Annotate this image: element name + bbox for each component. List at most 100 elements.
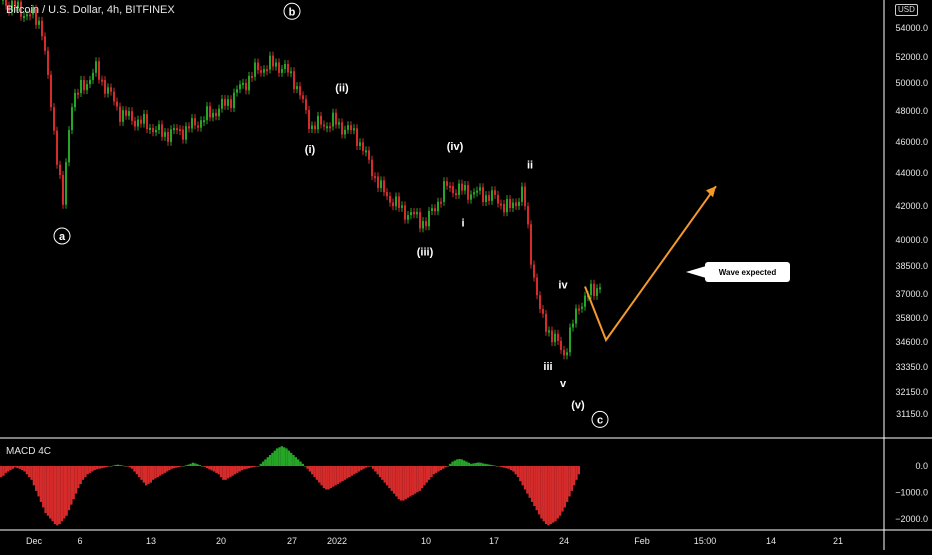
macd-bar bbox=[287, 450, 290, 466]
wave-label: (i) bbox=[305, 144, 316, 156]
currency-badge[interactable]: USD bbox=[895, 4, 918, 16]
price-tick-label: 40000.0 bbox=[895, 235, 928, 245]
macd-bar bbox=[568, 466, 571, 497]
macd-bar bbox=[301, 463, 305, 466]
candle bbox=[473, 192, 475, 195]
macd-bar bbox=[498, 466, 501, 467]
macd-bar bbox=[381, 466, 384, 480]
macd-bar bbox=[182, 466, 185, 467]
candle bbox=[245, 82, 247, 91]
macd-bar bbox=[250, 466, 253, 468]
candle bbox=[428, 210, 430, 227]
macd-bar bbox=[533, 466, 536, 507]
candle bbox=[140, 119, 142, 124]
candle bbox=[209, 106, 211, 118]
candle bbox=[128, 111, 130, 116]
candle bbox=[302, 95, 304, 100]
candle bbox=[359, 142, 361, 146]
macd-bar bbox=[292, 455, 295, 466]
macd-bar bbox=[191, 462, 195, 466]
candle bbox=[377, 176, 379, 188]
macd-bar bbox=[432, 466, 435, 475]
macd-bar bbox=[119, 465, 122, 466]
candle bbox=[146, 113, 148, 130]
macd-bar bbox=[561, 466, 564, 512]
candle bbox=[221, 98, 223, 109]
macd-bar bbox=[477, 462, 480, 466]
candle bbox=[305, 99, 307, 111]
candle bbox=[275, 62, 277, 67]
candle bbox=[296, 86, 298, 90]
wave-label: (v) bbox=[571, 400, 585, 412]
candle bbox=[17, 1, 19, 8]
macd-bar bbox=[229, 466, 232, 478]
macd-bar bbox=[35, 466, 38, 491]
candle bbox=[434, 208, 436, 212]
candle bbox=[35, 8, 37, 25]
macd-bar bbox=[551, 466, 555, 523]
macd-bar bbox=[442, 466, 445, 469]
candle bbox=[218, 108, 220, 117]
macd-bar bbox=[112, 465, 115, 467]
candle bbox=[92, 72, 94, 80]
macd-bar bbox=[493, 465, 496, 467]
macd-bar bbox=[123, 466, 127, 467]
macd-bar bbox=[86, 466, 89, 475]
candle bbox=[503, 204, 505, 213]
macd-bar bbox=[390, 466, 393, 491]
macd-bar bbox=[437, 466, 440, 472]
macd-bar bbox=[282, 447, 286, 466]
macd-bar bbox=[166, 466, 169, 472]
macd-bar bbox=[74, 466, 78, 494]
macd-bar bbox=[297, 459, 300, 466]
candle bbox=[401, 205, 403, 208]
candle bbox=[467, 185, 469, 200]
macd-bar bbox=[152, 466, 155, 480]
candle bbox=[299, 86, 301, 96]
macd-bar bbox=[238, 466, 241, 472]
macd-bar bbox=[95, 466, 99, 470]
macd-bar bbox=[268, 455, 272, 466]
candle bbox=[497, 194, 499, 204]
candle bbox=[8, 5, 10, 12]
macd-bar bbox=[100, 466, 103, 469]
candle bbox=[311, 125, 313, 129]
price-tick-label: 33350.0 bbox=[895, 362, 928, 372]
macd-bar bbox=[486, 464, 489, 466]
candle bbox=[38, 20, 40, 25]
candle bbox=[542, 308, 544, 314]
macd-bar bbox=[327, 466, 330, 490]
macd-bar bbox=[285, 448, 288, 466]
macd-bar bbox=[154, 466, 157, 479]
macd-bar bbox=[217, 466, 220, 475]
macd-bar bbox=[334, 466, 337, 486]
candle bbox=[158, 124, 160, 130]
candle bbox=[536, 277, 538, 296]
price-tick-label: 37000.0 bbox=[895, 289, 928, 299]
macd-bar bbox=[577, 466, 580, 475]
macd-bar bbox=[77, 466, 80, 489]
macd-bar bbox=[420, 466, 424, 489]
candle bbox=[14, 0, 16, 8]
candle bbox=[593, 283, 595, 296]
macd-bar bbox=[147, 466, 150, 484]
macd-bar bbox=[474, 462, 478, 466]
candle bbox=[257, 62, 259, 71]
candle bbox=[191, 118, 193, 129]
macd-bar bbox=[116, 464, 120, 466]
candle bbox=[518, 201, 520, 206]
macd-bar bbox=[528, 466, 531, 498]
macd-bar bbox=[516, 466, 520, 478]
macd-bar bbox=[67, 466, 71, 511]
macd-bar bbox=[44, 466, 47, 513]
candle bbox=[551, 330, 553, 343]
macd-bar bbox=[325, 466, 328, 490]
macd-bar bbox=[294, 457, 298, 466]
macd-bar bbox=[102, 466, 106, 468]
macd-bar bbox=[535, 466, 538, 511]
candle bbox=[125, 110, 127, 116]
macd-bar bbox=[196, 464, 199, 466]
macd-bar bbox=[385, 466, 389, 486]
macd-bar bbox=[11, 466, 15, 469]
macd-bar bbox=[161, 466, 164, 475]
